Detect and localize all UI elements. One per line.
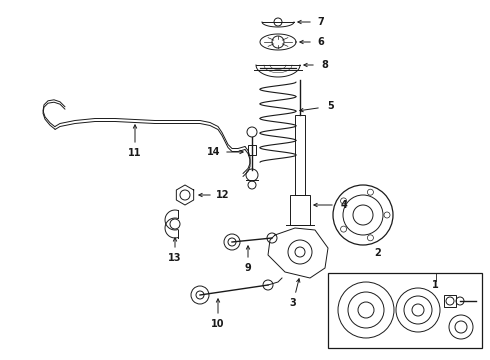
Text: 8: 8 <box>321 60 328 70</box>
Text: 11: 11 <box>128 148 142 158</box>
Text: 9: 9 <box>245 263 251 273</box>
Bar <box>328 273 482 348</box>
Text: 14: 14 <box>207 147 221 157</box>
Text: 5: 5 <box>328 101 334 111</box>
Bar <box>444 295 456 307</box>
Text: 10: 10 <box>211 319 225 329</box>
Text: 13: 13 <box>168 253 182 263</box>
Text: 4: 4 <box>341 200 347 210</box>
Bar <box>290 195 310 225</box>
Bar <box>248 145 256 155</box>
Text: 12: 12 <box>216 190 230 200</box>
Text: 3: 3 <box>290 298 296 308</box>
Text: 6: 6 <box>318 37 324 47</box>
Bar <box>295 115 305 195</box>
Text: 7: 7 <box>318 17 324 27</box>
Text: 1: 1 <box>432 280 439 290</box>
Text: 2: 2 <box>375 248 381 258</box>
